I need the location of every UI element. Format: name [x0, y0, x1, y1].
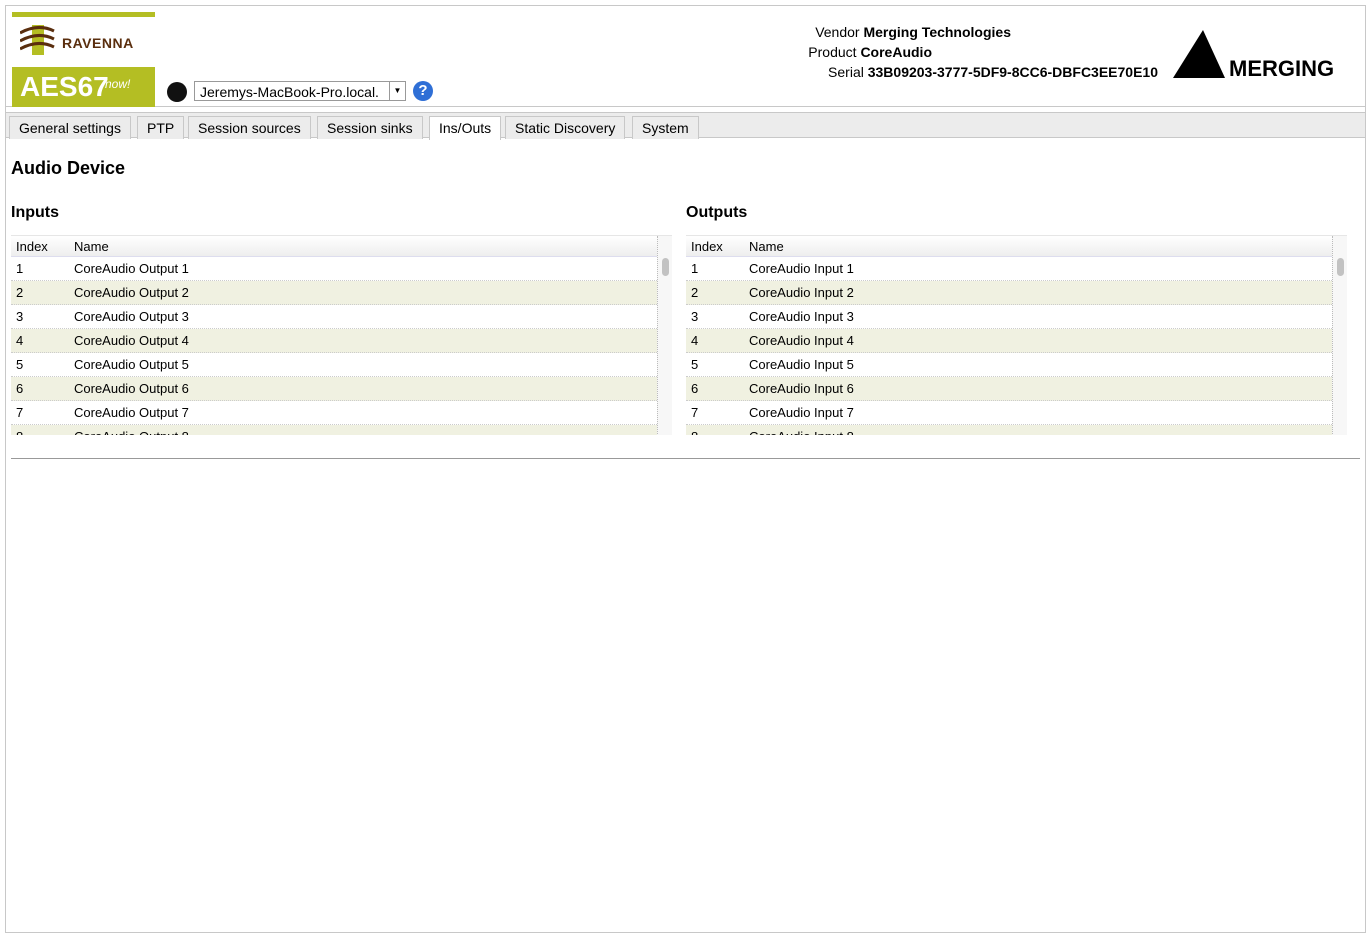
row-index: 1: [16, 261, 24, 276]
inputs-table: Index Name 1 CoreAudio Output 1 2 CoreAudio O…: [11, 235, 672, 435]
vendor-info: Vendor Merging Technologies: [815, 24, 1011, 40]
row-name: CoreAudio Output 6: [74, 381, 189, 396]
scrollbar[interactable]: [1332, 236, 1347, 435]
row-index: 4: [16, 333, 24, 348]
inputs-title: Inputs: [11, 204, 59, 221]
table-row[interactable]: 8 CoreAudio Output 8: [11, 425, 657, 435]
outputs-title: Outputs: [686, 204, 748, 221]
table-row[interactable]: 8 CoreAudio Input 8: [686, 425, 1332, 435]
table-header: Index Name: [686, 236, 1332, 257]
ravenna-wave-icon: [20, 25, 55, 55]
row-name: CoreAudio Output 2: [74, 285, 189, 300]
scrollbar[interactable]: [657, 236, 672, 435]
host-select[interactable]: Jeremys-MacBook-Pro.local. ▼: [194, 81, 406, 101]
tab-system[interactable]: System: [632, 116, 699, 139]
tab-ptp[interactable]: PTP: [137, 116, 185, 139]
row-index: 5: [16, 357, 24, 372]
row-name: CoreAudio Input 7: [749, 405, 854, 420]
table-row[interactable]: 6 CoreAudio Output 6: [11, 377, 657, 401]
table-row[interactable]: 1 CoreAudio Input 1: [686, 257, 1332, 281]
row-name: CoreAudio Input 6: [749, 381, 854, 396]
row-index: 3: [16, 309, 24, 324]
table-row[interactable]: 4 CoreAudio Input 4: [686, 329, 1332, 353]
chevron-down-icon[interactable]: ▼: [389, 82, 405, 100]
merging-logo: MERGING: [1173, 30, 1334, 80]
row-name: CoreAudio Output 4: [74, 333, 189, 348]
page-frame: [5, 5, 1366, 933]
tab-session-sources[interactable]: Session sources: [188, 116, 311, 139]
tab-session-sinks[interactable]: Session sinks: [317, 116, 423, 139]
row-index: 7: [16, 405, 24, 420]
table-row[interactable]: 2 CoreAudio Output 2: [11, 281, 657, 305]
row-name: CoreAudio Input 1: [749, 261, 854, 276]
column-header-name[interactable]: Name: [74, 239, 109, 254]
row-name: CoreAudio Output 3: [74, 309, 189, 324]
column-header-name[interactable]: Name: [749, 239, 784, 254]
tab-bar: General settings PTP Session sources Ses…: [5, 112, 1366, 140]
scrollbar-thumb[interactable]: [1337, 258, 1344, 276]
table-row[interactable]: 7 CoreAudio Input 7: [686, 401, 1332, 425]
row-index: 1: [691, 261, 699, 276]
column-header-index[interactable]: Index: [691, 239, 723, 254]
table-header: Index Name: [11, 236, 657, 257]
table-row[interactable]: 7 CoreAudio Output 7: [11, 401, 657, 425]
header: RAVENNA AES67 now! Jeremys-MacBook-Pro.lo…: [5, 5, 1366, 107]
table-row[interactable]: 5 CoreAudio Input 5: [686, 353, 1332, 377]
svg-text:MERGING: MERGING: [1229, 56, 1334, 80]
row-name: CoreAudio Output 5: [74, 357, 189, 372]
row-index: 7: [691, 405, 699, 420]
serial-info: Serial 33B09203-3777-5DF9-8CC6-DBFC3EE70…: [828, 64, 1158, 80]
scrollbar-thumb[interactable]: [662, 258, 669, 276]
table-row[interactable]: 4 CoreAudio Output 4: [11, 329, 657, 353]
table-row[interactable]: 3 CoreAudio Input 3: [686, 305, 1332, 329]
row-index: 5: [691, 357, 699, 372]
row-name: CoreAudio Input 4: [749, 333, 854, 348]
row-index: 6: [691, 381, 699, 396]
divider: [11, 458, 1360, 459]
row-name: CoreAudio Output 1: [74, 261, 189, 276]
row-index: 3: [691, 309, 699, 324]
table-row[interactable]: 6 CoreAudio Input 6: [686, 377, 1332, 401]
row-index: 8: [691, 429, 698, 435]
tab-static-discovery[interactable]: Static Discovery: [505, 116, 626, 139]
page-title: Audio Device: [11, 158, 126, 178]
table-row[interactable]: 5 CoreAudio Output 5: [11, 353, 657, 377]
table-row[interactable]: 2 CoreAudio Input 2: [686, 281, 1332, 305]
tab-ins-outs[interactable]: Ins/Outs: [429, 116, 502, 140]
globe-icon[interactable]: [167, 82, 187, 102]
table-row[interactable]: 1 CoreAudio Output 1: [11, 257, 657, 281]
row-name: CoreAudio Output 7: [74, 405, 189, 420]
product-info: Product CoreAudio: [808, 44, 932, 60]
row-name: CoreAudio Input 5: [749, 357, 854, 372]
help-icon[interactable]: ?: [413, 81, 433, 101]
row-index: 2: [691, 285, 699, 300]
row-index: 2: [16, 285, 24, 300]
row-name: CoreAudio Input 3: [749, 309, 854, 324]
column-header-index[interactable]: Index: [16, 239, 48, 254]
tab-general-settings[interactable]: General settings: [9, 116, 131, 139]
table-row[interactable]: 3 CoreAudio Output 3: [11, 305, 657, 329]
row-name: CoreAudio Input 2: [749, 285, 854, 300]
row-index: 4: [691, 333, 699, 348]
row-name: CoreAudio Output 8: [74, 429, 189, 435]
ravenna-aes67-logo: RAVENNA AES67 now!: [12, 12, 155, 107]
row-index: 6: [16, 381, 24, 396]
row-index: 8: [16, 429, 23, 435]
outputs-table: Index Name 1 CoreAudio Input 1 2 CoreAudio In…: [686, 235, 1347, 435]
row-name: CoreAudio Input 8: [749, 429, 854, 435]
